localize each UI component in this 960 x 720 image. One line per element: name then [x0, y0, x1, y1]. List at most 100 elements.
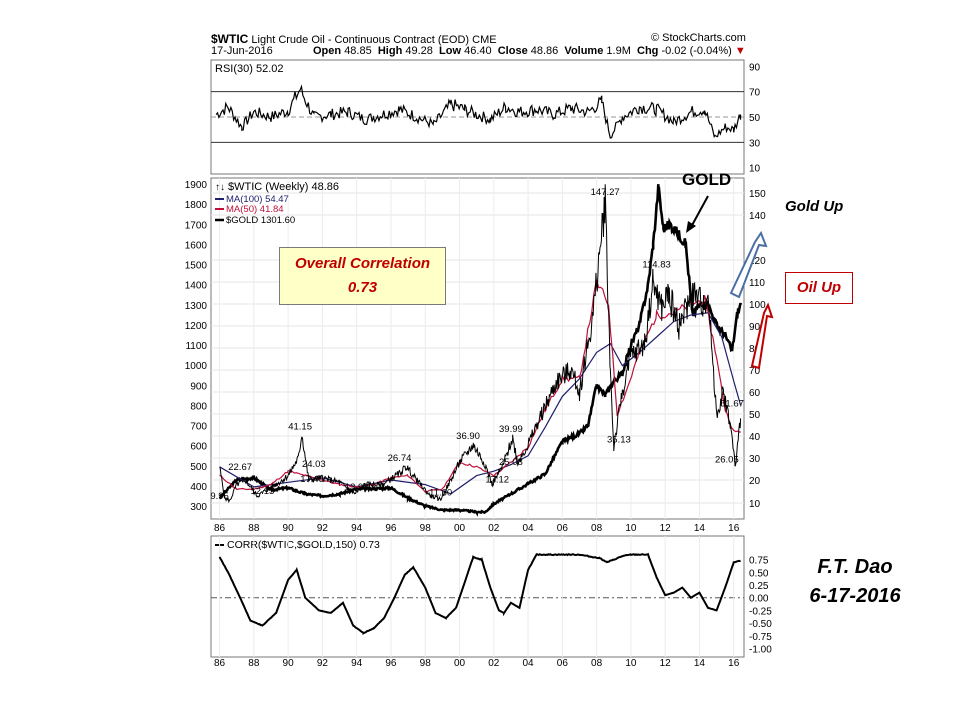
- right-ytick-label: 100: [749, 300, 766, 311]
- x-tick-label: 12: [660, 658, 672, 669]
- chart-date: 17-Jun-2016: [211, 45, 273, 57]
- close-value: 48.86: [530, 45, 559, 57]
- rsi-grid: [211, 91, 744, 143]
- volume-value: 1.9M: [606, 45, 631, 57]
- left-axis-ticks: 300 400 500 600 700 800 900 1000 1100 1200 1300 140…: [185, 180, 208, 513]
- left-ytick-label: 700: [190, 422, 207, 433]
- left-ytick-label: 1100: [185, 341, 207, 352]
- legend-ma100: MA(100) 54.47: [226, 194, 289, 205]
- price-annotation-label: 25.08: [499, 457, 523, 468]
- x-tick-label: 92: [317, 658, 329, 669]
- right-ytick-label: 120: [749, 256, 766, 267]
- x-tick-label: 00: [454, 523, 466, 534]
- down-arrow-icon: ▼: [734, 45, 746, 57]
- left-ytick-label: 1300: [185, 301, 208, 312]
- right-ytick-label: 50: [749, 410, 761, 421]
- x-tick-label: 98: [420, 658, 432, 669]
- volume-label: Volume: [564, 45, 604, 57]
- open-label: Open: [313, 45, 342, 57]
- price-annotation-label: 147.27: [591, 187, 620, 198]
- left-ytick-label: 1600: [185, 240, 208, 251]
- corr-x-ticks: 86 88 90 92 94 96 98 00 02 04 06 08 10 12 14 16: [214, 536, 740, 669]
- right-ytick-label: 30: [749, 454, 761, 465]
- corr-ytick-label: -0.75: [749, 632, 772, 643]
- left-ytick-label: 400: [190, 482, 207, 493]
- x-tick-label: 10: [625, 658, 637, 669]
- price-annotation-label: 51.67: [720, 398, 744, 409]
- corr-ytick-label: -0.25: [749, 606, 772, 617]
- price-legend: ↑↓ $WTIC (Weekly) 48.86 MA(100) 54.47 MA…: [215, 181, 339, 226]
- corr-ytick-label: 0.50: [749, 568, 769, 579]
- left-ytick-label: 1700: [185, 220, 208, 231]
- rsi-title: RSI(30) 52.02: [215, 63, 283, 75]
- left-ytick-label: 900: [190, 381, 207, 392]
- price-annotation-label: 114.83: [642, 259, 670, 270]
- x-tick-label: 04: [522, 523, 534, 534]
- legend-gold: $GOLD 1301.60: [226, 215, 295, 226]
- right-ytick-label: 110: [749, 278, 765, 289]
- corr-panel: CORR($WTIC,$GOLD,150) 0.73 -1.00-0.75 -0.…: [210, 535, 772, 669]
- gold-up-label: Gold Up: [785, 198, 844, 215]
- left-ytick-label: 800: [190, 401, 207, 412]
- exchange: CME: [472, 34, 497, 46]
- corr-ytick-label: 0.25: [749, 581, 769, 592]
- symbol: $WTIC: [211, 32, 249, 46]
- gold-series-line: [218, 184, 742, 517]
- rsi-ytick-label: 30: [749, 138, 761, 149]
- price-annotation-label: 39.99: [499, 424, 523, 435]
- x-tick-label: 98: [420, 523, 432, 534]
- right-ytick-label: 140: [749, 211, 766, 222]
- right-ytick-label: 20: [749, 476, 761, 487]
- right-ytick-label: 10: [749, 499, 761, 510]
- x-tick-label: 08: [591, 523, 603, 534]
- price-annotations: 9.95 22.67 12.13 41.15 24.03 17.45 13.90 26.74 1…: [210, 187, 744, 502]
- x-tick-label: 88: [248, 658, 260, 669]
- overall-correlation-title: Overall Correlation: [294, 255, 431, 272]
- left-ytick-label: 300: [190, 502, 207, 513]
- rsi-ytick-label: 90: [749, 62, 761, 73]
- corr-title: CORR($WTIC,$GOLD,150) 0.73: [227, 539, 380, 551]
- price-annotation-label: 36.90: [456, 431, 480, 442]
- x-tick-label: 08: [591, 658, 603, 669]
- overall-correlation-box: Overall Correlation 0.73: [279, 247, 446, 305]
- corr-ytick-label: -0.50: [749, 619, 772, 630]
- price-annotation-label: 22.67: [228, 462, 252, 473]
- price-annotation-label: 26.05: [715, 455, 739, 466]
- source-credit: © StockCharts.com: [651, 32, 746, 44]
- gold-pointer-arrow: [686, 195, 709, 233]
- left-ytick-label: 1800: [185, 200, 208, 211]
- left-ytick-label: 1400: [185, 281, 208, 292]
- corr-yticks: -1.00-0.75 -0.50 -0.250.00 0.25 0.500.75: [749, 556, 772, 656]
- rsi-yticks: 10 30 50 70 90: [749, 62, 761, 174]
- corr-frame: [210, 535, 745, 658]
- x-tick-label: 16: [728, 658, 740, 669]
- left-ytick-label: 1200: [185, 321, 208, 332]
- right-ytick-label: 70: [749, 366, 761, 377]
- x-tick-label: 96: [385, 523, 397, 534]
- gold-up-arrow: [729, 230, 768, 299]
- price-annotation-label: 12.13: [251, 486, 275, 497]
- right-ytick-label: 150: [749, 189, 766, 200]
- x-tick-label: 02: [488, 523, 500, 534]
- rsi-panel: RSI(30) 52.02 10 30 50 70 90: [210, 59, 761, 175]
- legend-wtic: $WTIC (Weekly) 48.86: [228, 181, 339, 193]
- x-tick-label: 12: [660, 523, 672, 534]
- rsi-ytick-label: 70: [749, 88, 761, 99]
- x-tick-label: 86: [214, 658, 226, 669]
- x-tick-label: 88: [248, 523, 260, 534]
- corr-ytick-label: 0.75: [749, 556, 769, 567]
- price-annotation-label: 41.15: [288, 421, 312, 432]
- left-ytick-label: 500: [190, 462, 207, 473]
- open-value: 48.85: [344, 45, 372, 57]
- oil-up-arrow: [750, 302, 774, 370]
- high-value: 49.28: [405, 45, 433, 57]
- low-label: Low: [439, 45, 462, 57]
- ma50-series-line: [219, 279, 741, 493]
- left-ytick-label: 1000: [185, 361, 208, 372]
- x-tick-label: 16: [728, 523, 740, 534]
- left-ytick-label: 1500: [185, 261, 208, 272]
- chg-label: Chg: [637, 45, 659, 57]
- legend-ma50: MA(50) 41.84: [226, 204, 284, 215]
